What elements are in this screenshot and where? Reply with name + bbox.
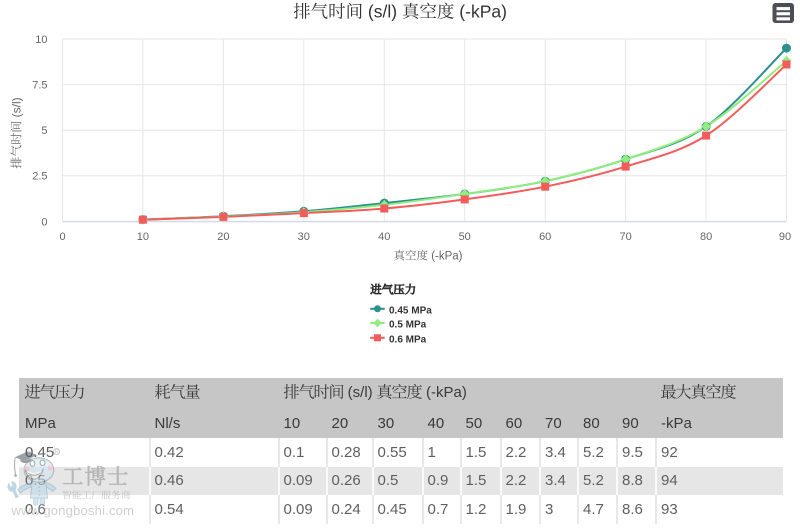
svg-text:(-kPa): (-kPa) bbox=[459, 2, 507, 22]
svg-text:30: 30 bbox=[298, 231, 310, 243]
svg-text:80: 80 bbox=[700, 231, 712, 243]
svg-text:0.6 MPa: 0.6 MPa bbox=[389, 334, 427, 345]
svg-text:0.45 MPa: 0.45 MPa bbox=[389, 305, 432, 316]
svg-text:5: 5 bbox=[41, 125, 47, 137]
svg-text:60: 60 bbox=[539, 231, 551, 243]
svg-text:7.5: 7.5 bbox=[32, 80, 47, 92]
svg-text:90: 90 bbox=[779, 231, 791, 243]
svg-text:10: 10 bbox=[35, 34, 47, 46]
svg-text:0: 0 bbox=[59, 231, 65, 243]
svg-text:50: 50 bbox=[459, 231, 471, 243]
svg-text:2.5: 2.5 bbox=[32, 171, 47, 183]
svg-text:(s/l): (s/l) bbox=[368, 2, 397, 22]
svg-text:20: 20 bbox=[217, 231, 229, 243]
svg-text:(s/l): (s/l) bbox=[10, 97, 24, 117]
svg-text:0.5 MPa: 0.5 MPa bbox=[389, 320, 427, 331]
svg-text:70: 70 bbox=[619, 231, 631, 243]
svg-text:10: 10 bbox=[137, 231, 149, 243]
svg-text:0: 0 bbox=[41, 216, 47, 228]
svg-text:R: R bbox=[55, 450, 59, 456]
svg-text:www.gongboshi.com: www.gongboshi.com bbox=[11, 503, 135, 518]
svg-text:40: 40 bbox=[378, 231, 390, 243]
svg-text:(-kPa): (-kPa) bbox=[431, 251, 462, 263]
